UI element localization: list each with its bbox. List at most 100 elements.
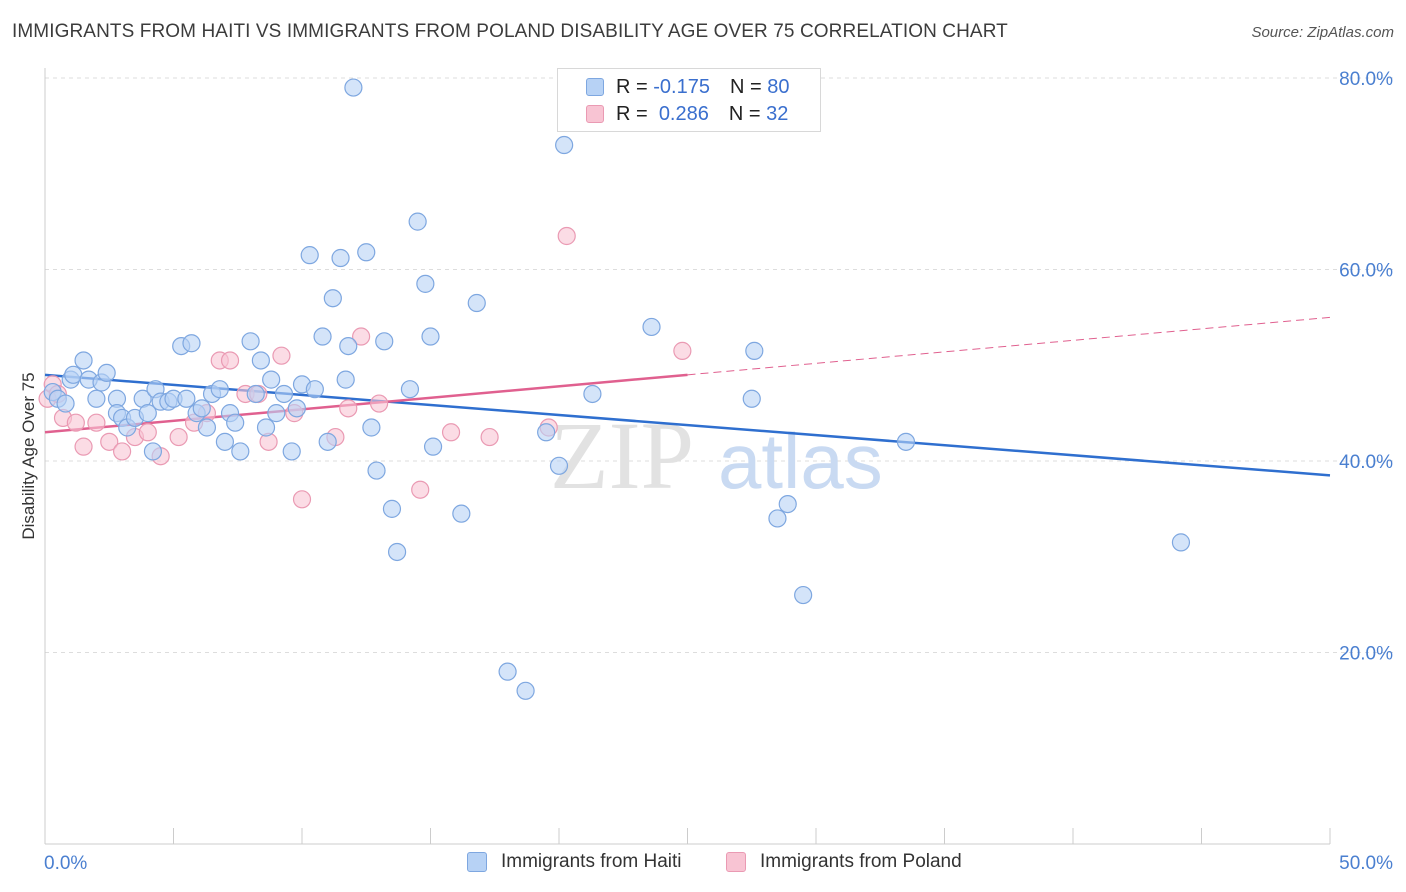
haiti-point [367,461,386,480]
poland-swatch [586,105,604,123]
haiti-point [300,246,319,265]
haiti-point [555,135,574,155]
haiti-point [182,334,201,353]
haiti-point [138,404,157,423]
haiti-point [274,384,294,404]
legend-haiti-swatch [467,852,487,872]
haiti-point [452,504,471,523]
poland-point [74,437,93,456]
haiti-point [794,585,813,605]
haiti-point [768,509,787,528]
haiti-point [87,389,106,408]
y-tick-label: 60.0% [1339,261,1393,282]
haiti-point [498,662,517,681]
haiti-swatch [586,78,604,96]
x-tick-label-max: 50.0% [1339,853,1393,874]
haiti-point [362,418,381,437]
haiti-n-value: 80 [767,75,790,98]
stats-legend: R = -0.175 N = 80 R = 0.286 N = 32 [557,68,821,132]
haiti-point [56,394,75,413]
grid-lines [45,77,1393,653]
haiti-r-label: R = [616,75,648,98]
legend-row-haiti: R = -0.175 N = 80 [558,73,789,101]
poland-point [272,346,291,365]
poland-point [112,442,132,461]
haiti-point [583,384,602,404]
haiti-point [143,442,163,461]
haiti-point [318,432,337,451]
haiti-point [251,351,270,370]
haiti-point [267,404,286,423]
legend-haiti-label: Immigrants from Haiti [501,851,682,872]
haiti-point [74,351,93,370]
haiti-point [416,274,435,293]
poland-r-label: R = [616,102,648,125]
haiti-point [177,389,196,408]
legend-row-poland: R = 0.286 N = 32 [558,100,788,128]
haiti-point [192,399,211,418]
haiti-point [336,370,355,389]
haiti-point [896,432,916,451]
haiti-point [1171,533,1191,552]
legend-poland-label: Immigrants from Poland [760,851,962,872]
legend-item-poland: Immigrants from Poland [726,851,962,873]
haiti-point [305,380,324,399]
haiti-point [344,78,363,97]
haiti-point [549,456,569,475]
legend-poland-swatch [726,852,746,872]
axes [44,68,1331,845]
haiti-point [778,494,797,514]
haiti-point [387,542,407,562]
haiti-point [256,418,276,437]
haiti-point [215,432,234,451]
haiti-point [516,681,535,700]
poland-point [87,413,106,432]
chart-title: IMMIGRANTS FROM HAITI VS IMMIGRANTS FROM… [12,21,1008,42]
haiti-point [400,380,420,399]
watermark-zip: ZIP [550,402,694,509]
haiti-points [43,78,1191,700]
haiti-point [408,212,427,231]
poland-point [138,423,157,442]
legend-item-haiti: Immigrants from Haiti [467,851,682,873]
poland-n-label: N = [728,102,761,125]
haiti-point [197,418,217,437]
poland-r-value: 0.286 [658,102,709,125]
haiti-point [313,327,332,346]
haiti-point [226,413,245,432]
poland-point [441,423,461,442]
haiti-point [282,442,301,461]
poland-point [339,399,358,418]
poland-point [220,351,240,370]
poland-point [370,394,389,413]
y-axis-label: Disability Age Over 75 [19,372,38,539]
haiti-point [642,317,661,337]
series-legend: Immigrants from Haiti Immigrants from Po… [0,851,1406,879]
watermark-atlas: atlas [718,417,883,505]
y-tick-label: 40.0% [1339,452,1393,473]
haiti-point [339,337,358,356]
y-tick-label: 20.0% [1339,644,1393,665]
poland-point [673,341,692,360]
haiti-point [262,370,281,389]
poland-point [292,490,312,509]
y-tick-label: 80.0% [1339,69,1393,90]
x-tick-label-min: 0.0% [44,853,87,874]
haiti-point [241,332,260,351]
haiti-n-label: N = [729,75,762,98]
haiti-r-value: -0.175 [653,75,710,98]
poland-point [352,327,371,346]
poland-point [480,427,499,447]
haiti-point [375,332,394,351]
haiti-point [323,289,342,308]
haiti-point [97,363,116,383]
poland-point [169,427,188,447]
poland-point [411,480,430,499]
haiti-point [231,442,250,461]
haiti-point [382,499,402,518]
haiti-point [421,327,440,346]
haiti-point [537,423,556,442]
poland-trend-line [44,373,688,434]
haiti-point [64,365,83,384]
